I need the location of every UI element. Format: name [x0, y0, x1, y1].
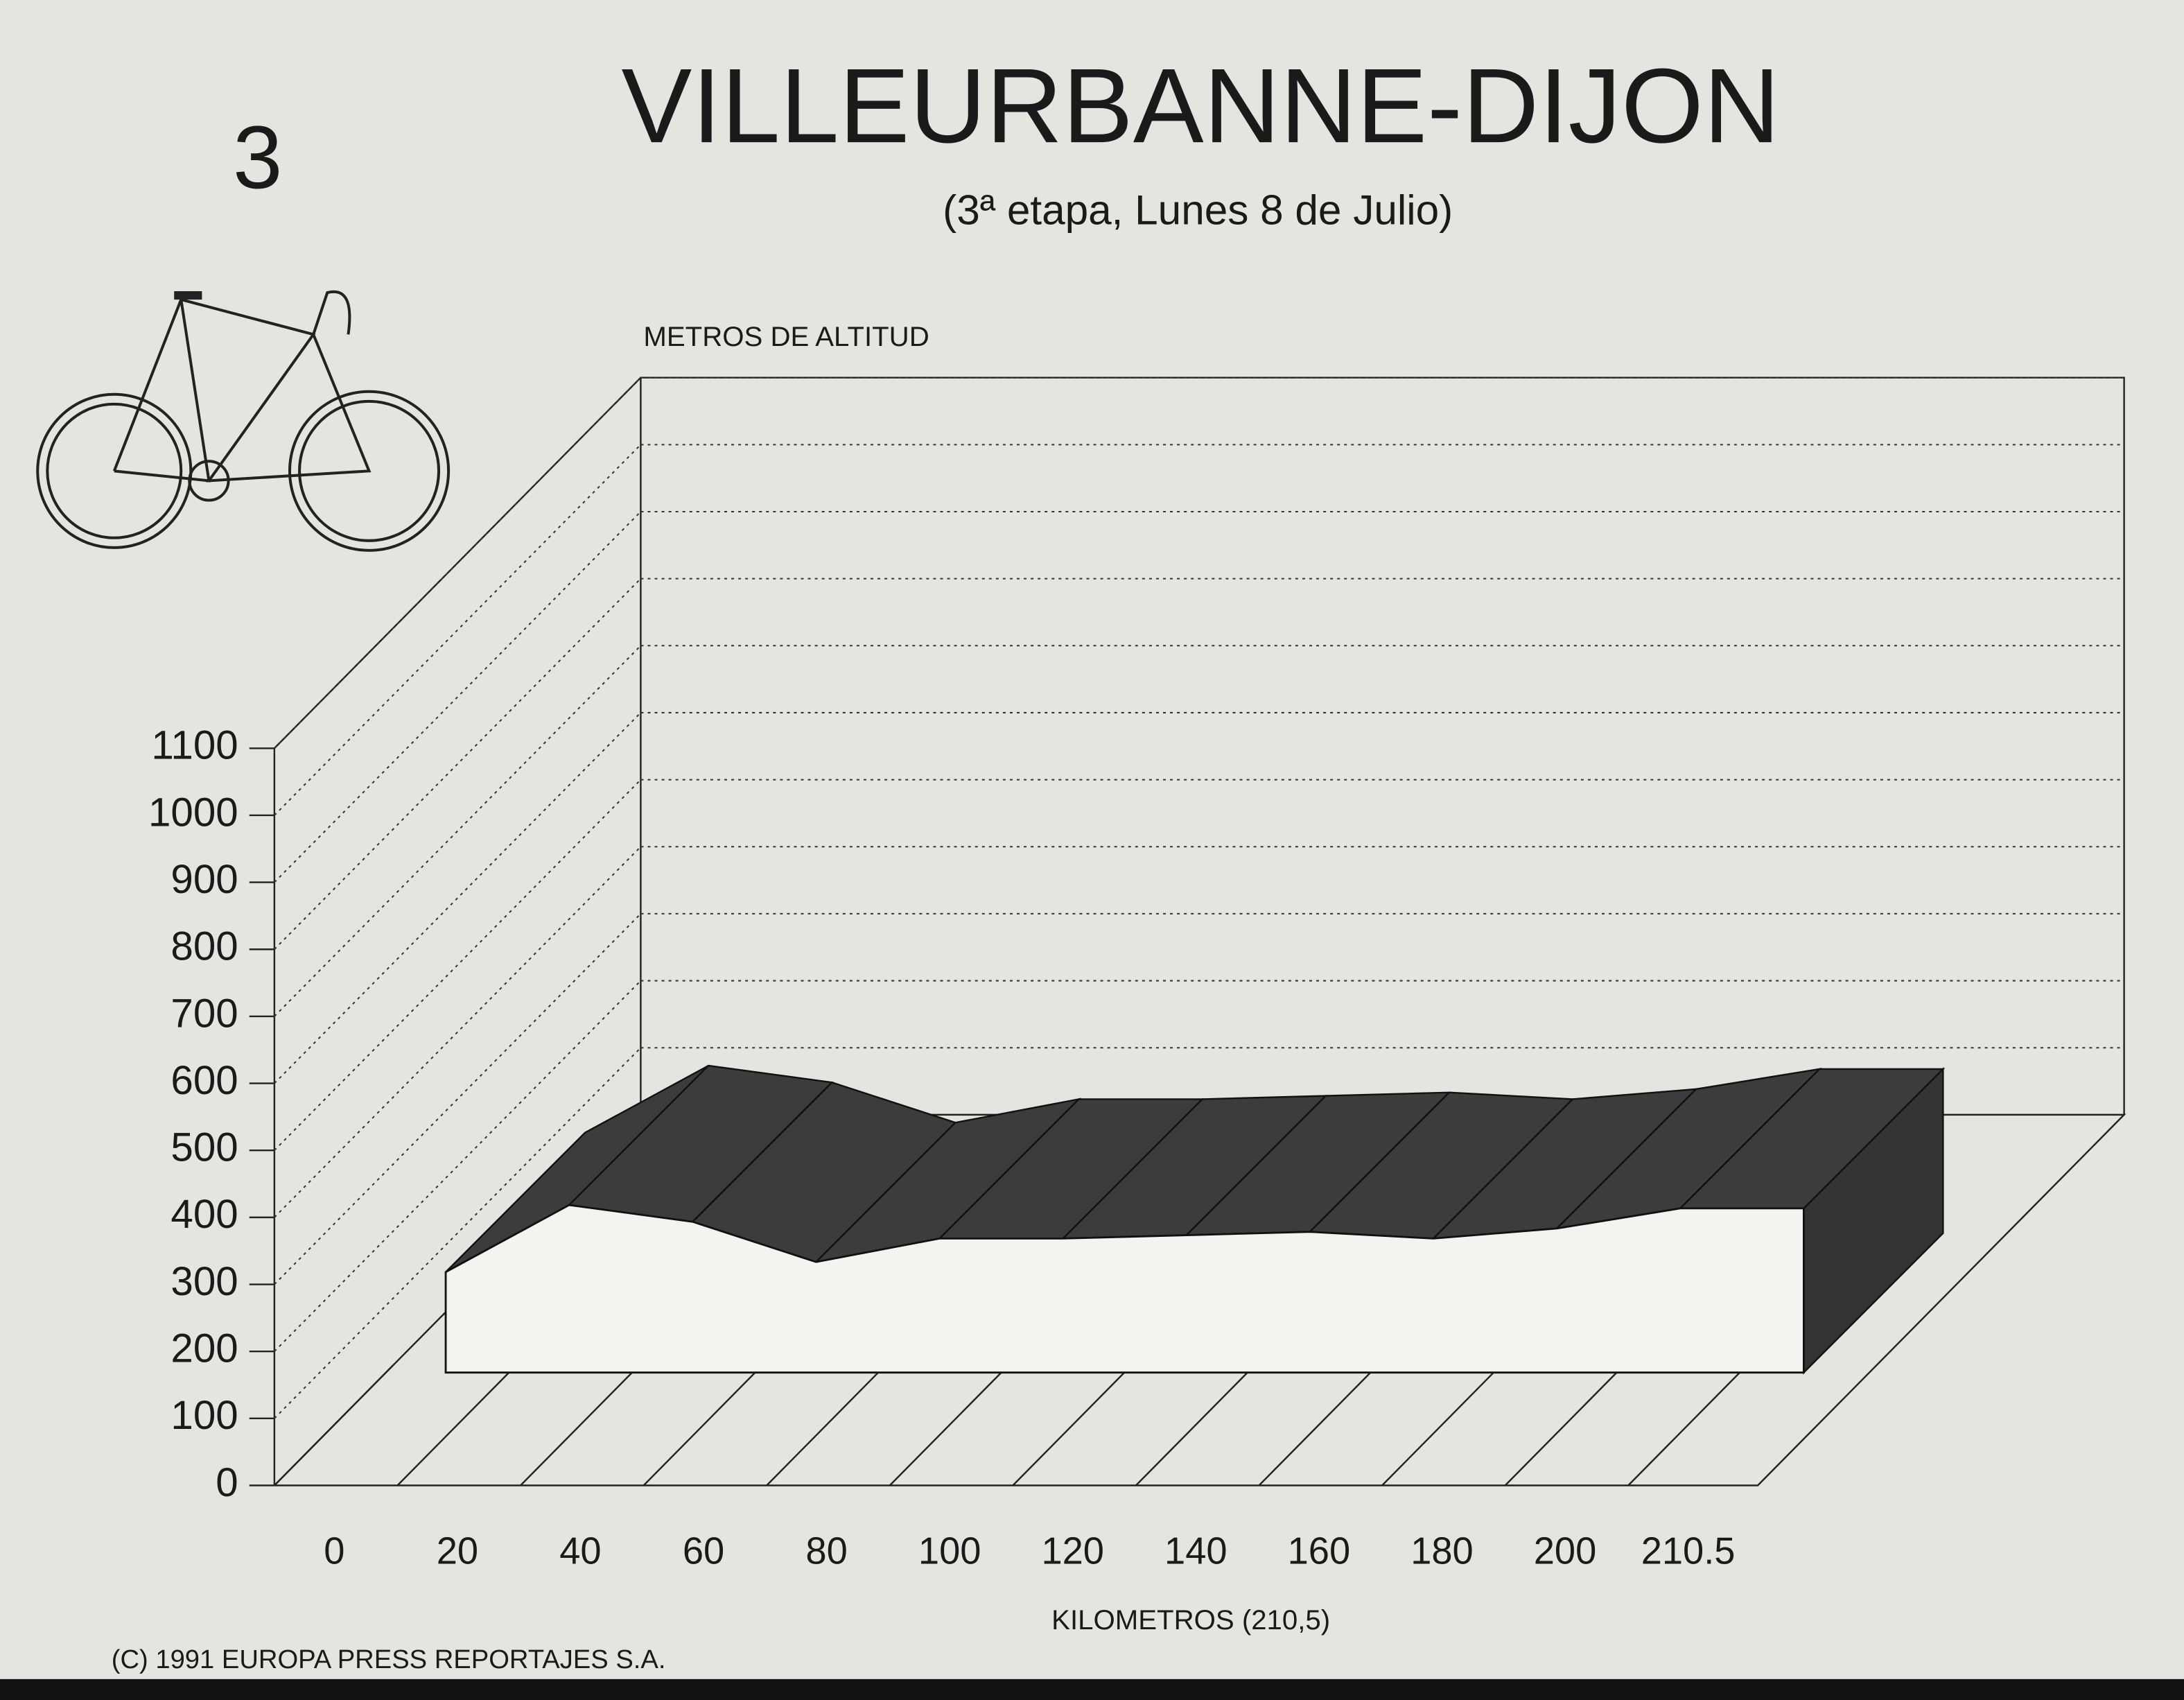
stage-number: 3 — [233, 108, 283, 207]
y-tick-label: 100 — [171, 1393, 238, 1438]
y-tick-label: 800 — [171, 924, 238, 969]
bottom-bar — [0, 1679, 2184, 1700]
x-tick-label: 100 — [918, 1530, 981, 1572]
y-tick-label: 900 — [171, 857, 238, 902]
y-tick-label: 500 — [171, 1125, 238, 1170]
x-tick-label: 210.5 — [1641, 1530, 1736, 1572]
y-tick-label: 400 — [171, 1192, 238, 1237]
chart-title: VILLEURBANNE-DIJON — [621, 47, 1780, 165]
y-tick-label: 200 — [171, 1326, 238, 1371]
x-tick-label: 160 — [1288, 1530, 1351, 1572]
y-tick-label: 1000 — [148, 790, 238, 835]
y-tick-label: 600 — [171, 1058, 238, 1103]
y-axis-label: METROS DE ALTITUD — [643, 321, 929, 352]
x-tick-label: 180 — [1410, 1530, 1474, 1572]
x-tick-label: 80 — [805, 1530, 847, 1572]
x-tick-label: 120 — [1041, 1530, 1104, 1572]
x-tick-label: 200 — [1534, 1530, 1597, 1572]
x-tick-label: 40 — [559, 1530, 601, 1572]
y-tick-label: 1100 — [151, 723, 238, 768]
x-tick-label: 0 — [324, 1530, 344, 1572]
y-tick-label: 0 — [216, 1460, 238, 1505]
y-tick-label: 300 — [171, 1259, 238, 1304]
x-tick-label: 60 — [683, 1530, 724, 1572]
credit: (C) 1991 EUROPA PRESS REPORTAJES S.A. — [112, 1645, 666, 1674]
y-tick-label: 700 — [171, 991, 238, 1036]
x-axis-label: KILOMETROS (210,5) — [1051, 1604, 1330, 1636]
x-tick-label: 140 — [1164, 1530, 1228, 1572]
background — [0, 0, 2184, 1700]
x-tick-label: 20 — [437, 1530, 478, 1572]
page: 3 VILLEURBANNE-DIJON (3ª etapa, Lunes 8 … — [0, 0, 2184, 1700]
chart: 3 VILLEURBANNE-DIJON (3ª etapa, Lunes 8 … — [0, 0, 2184, 1700]
chart-subtitle: (3ª etapa, Lunes 8 de Julio) — [943, 186, 1453, 233]
